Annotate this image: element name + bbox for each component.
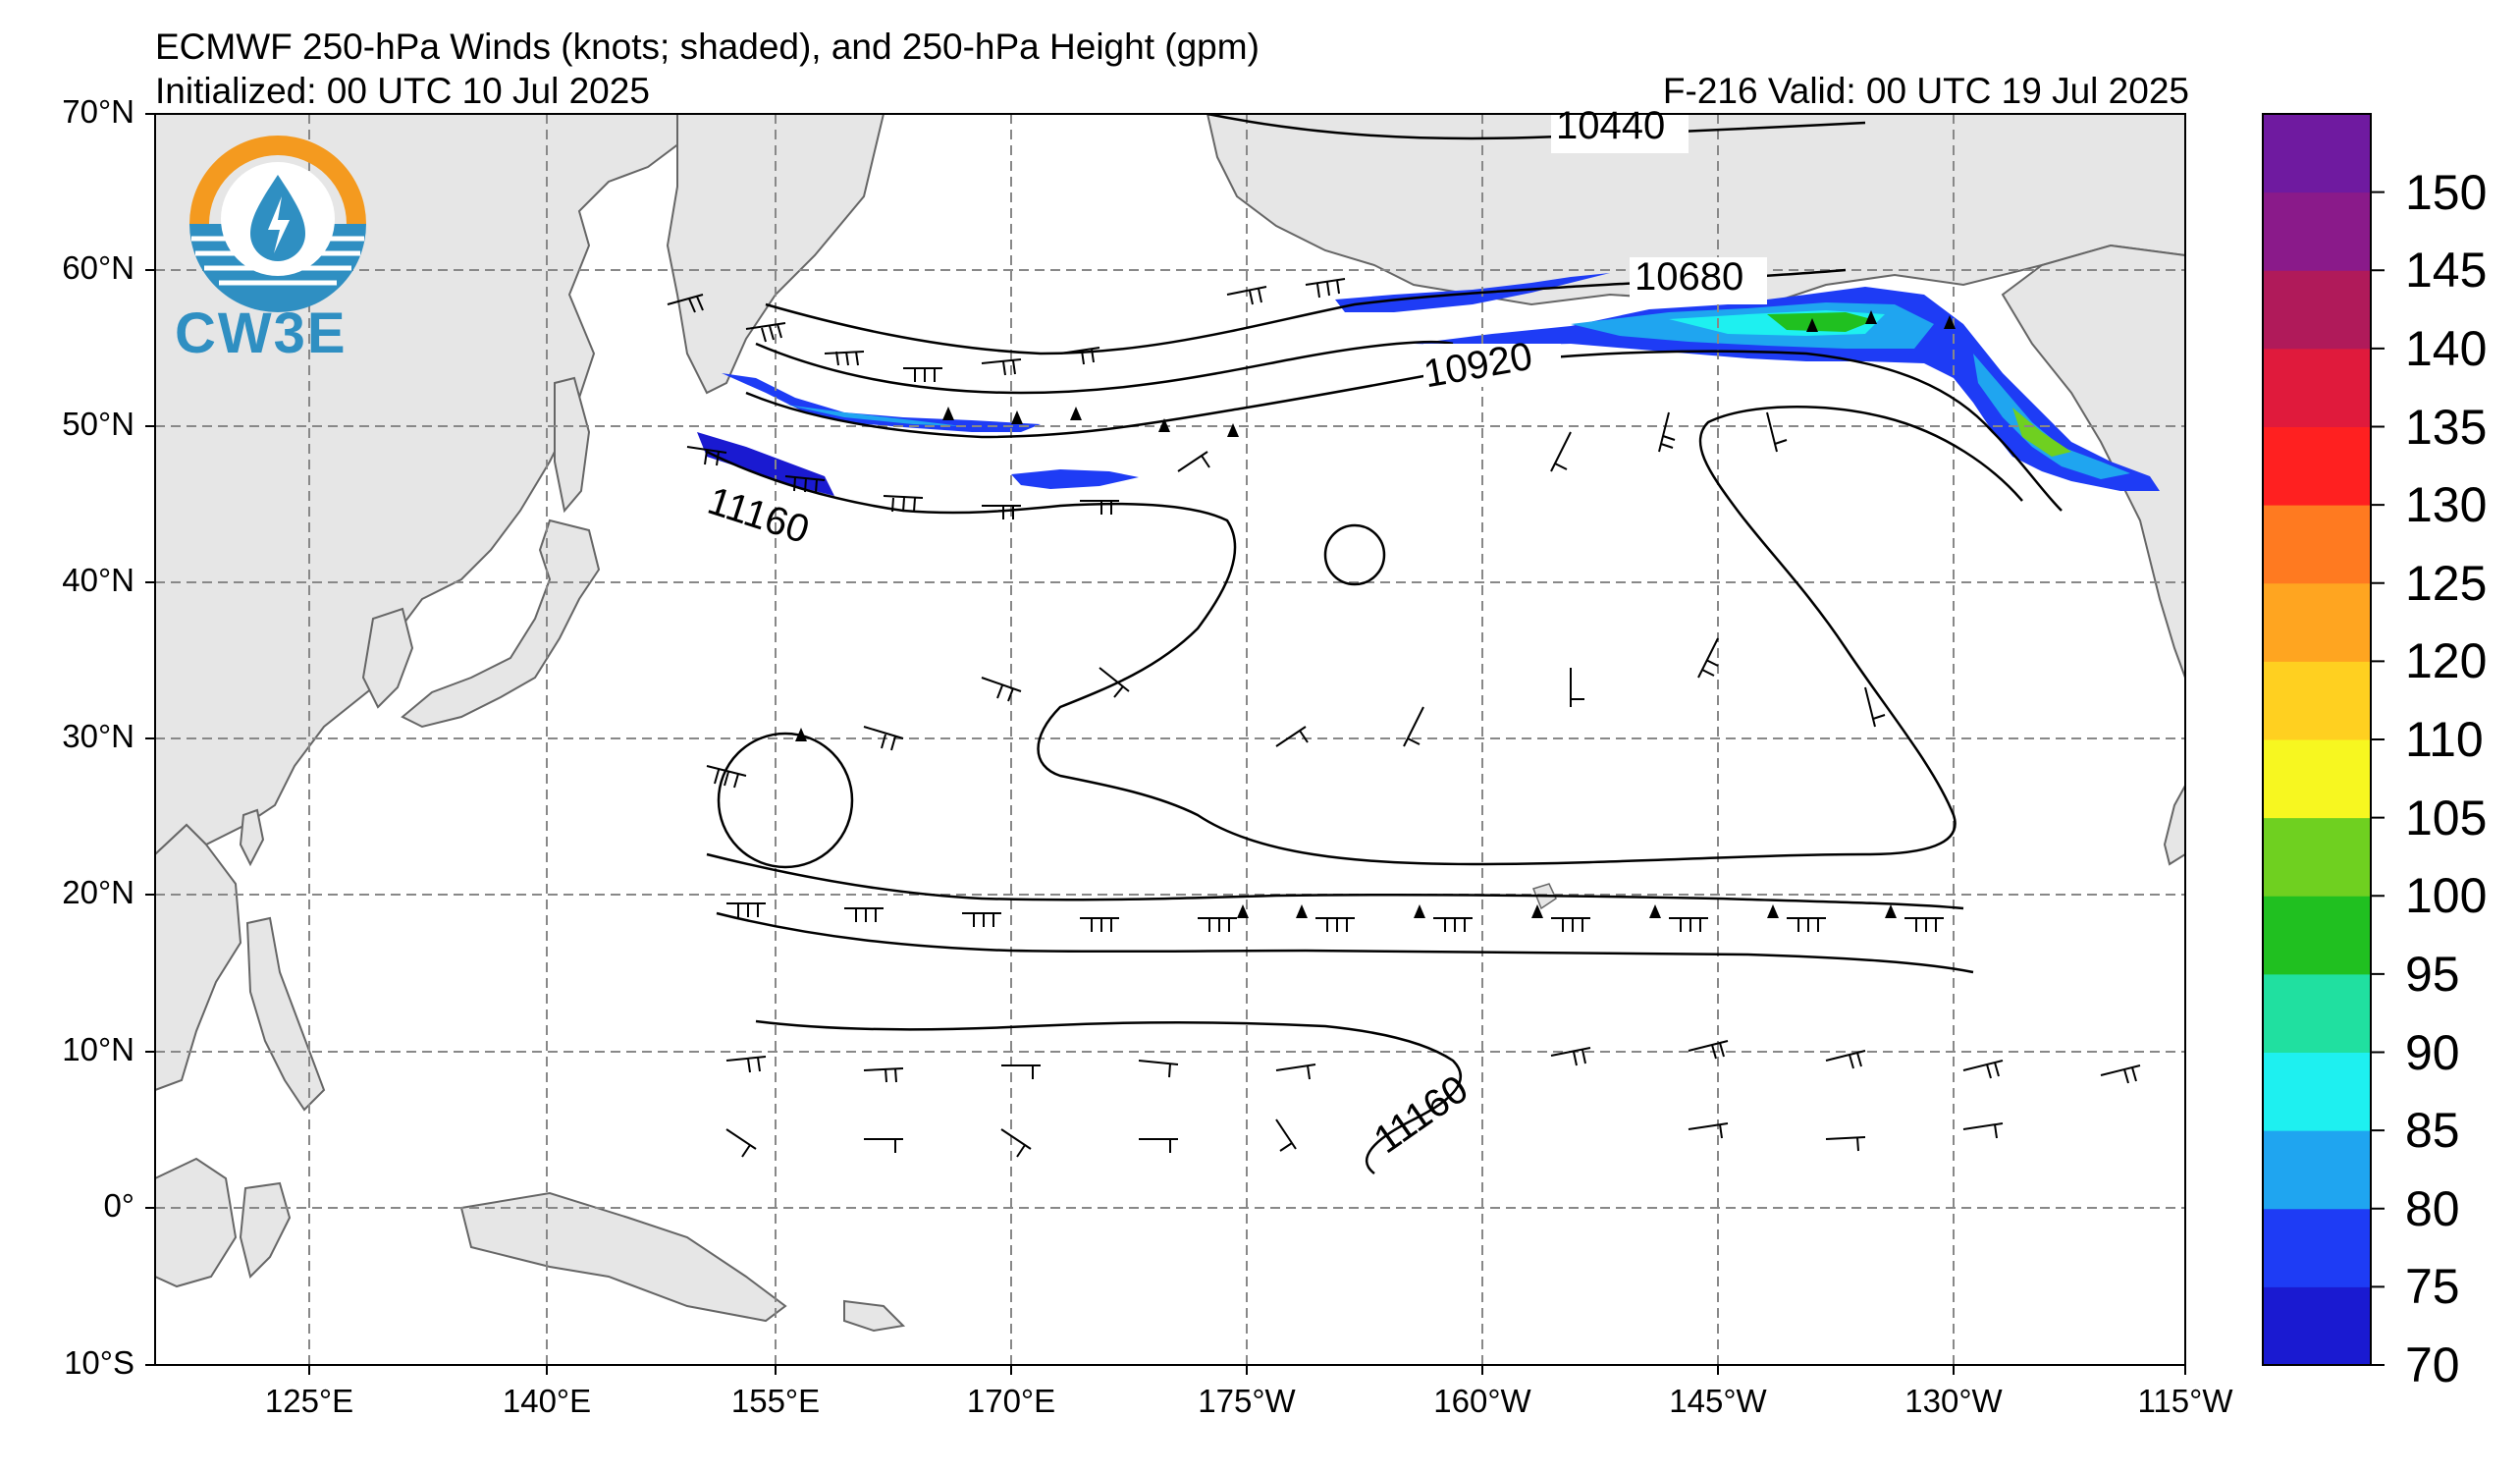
colorbar-tick-label: 120 bbox=[2405, 633, 2488, 689]
colorbar-swatch bbox=[2263, 1130, 2371, 1210]
sakhalin-land bbox=[554, 376, 591, 514]
jet-main-band bbox=[1414, 287, 2160, 491]
colorbar-tick-label: 105 bbox=[2405, 790, 2488, 846]
lon-label-130w: 130°W bbox=[1904, 1383, 2003, 1419]
colorbar-tick-label: 135 bbox=[2405, 399, 2488, 455]
colorbar bbox=[2263, 114, 2385, 1366]
colorbar-swatch bbox=[2263, 973, 2371, 1053]
jet-south-mid bbox=[1011, 469, 1139, 489]
colorbar-swatch bbox=[2263, 582, 2371, 662]
contour-band-20n bbox=[706, 852, 1964, 910]
lon-label-145w: 145°W bbox=[1669, 1383, 1767, 1419]
map-title: ECMWF 250-hPa Winds (knots; shaded), and… bbox=[155, 27, 1260, 67]
solomon-islands bbox=[843, 1299, 906, 1333]
contour-low-circle-b bbox=[717, 732, 854, 869]
lon-label-155e: 155°E bbox=[730, 1383, 821, 1419]
colorbar-tick-label: 140 bbox=[2405, 320, 2488, 376]
baja-land bbox=[2163, 785, 2185, 866]
sulawesi-land bbox=[239, 1181, 292, 1279]
lat-label-10n: 10°N bbox=[62, 1031, 134, 1067]
colorbar-swatch bbox=[2263, 1052, 2371, 1131]
barb-row-20n bbox=[726, 902, 1944, 932]
colorbar-tick-label: 100 bbox=[2405, 868, 2488, 924]
barb-row-50n bbox=[686, 411, 1788, 519]
kamchatka-land bbox=[666, 114, 885, 395]
colorbar-swatch bbox=[2263, 191, 2371, 271]
colorbar-tick-label: 95 bbox=[2405, 946, 2460, 1002]
japan-land bbox=[401, 518, 601, 729]
contour-label-boxes bbox=[1423, 108, 1767, 387]
new-guinea-land bbox=[459, 1191, 787, 1323]
colorbar-swatch bbox=[2263, 896, 2371, 975]
lon-label-140e: 140°E bbox=[502, 1383, 592, 1419]
colorbar-tick-label: 70 bbox=[2405, 1337, 2460, 1392]
lat-label-10s: 10°S bbox=[64, 1344, 134, 1381]
colorbar-swatch bbox=[2263, 1208, 2371, 1287]
colorbar-tick-label: 150 bbox=[2405, 164, 2488, 220]
korea-land bbox=[361, 607, 414, 709]
contour-label-10440: 10440 bbox=[1556, 104, 1666, 147]
lat-label-20n: 20°N bbox=[62, 874, 134, 910]
contour-label-10680: 10680 bbox=[1635, 255, 1744, 299]
valid-time: F-216 Valid: 00 UTC 19 Jul 2025 bbox=[1662, 71, 2189, 111]
colorbar-swatch bbox=[2263, 505, 2371, 584]
cw3e-logo bbox=[189, 136, 366, 312]
lat-label-40n: 40°N bbox=[62, 562, 134, 598]
wind-pennants bbox=[795, 310, 1956, 918]
lat-label-50n: 50°N bbox=[62, 406, 134, 442]
borneo-land bbox=[155, 1157, 238, 1288]
lon-label-170e: 170°E bbox=[966, 1383, 1056, 1419]
lon-label-160w: 160°W bbox=[1433, 1383, 1531, 1419]
colorbar-swatch bbox=[2263, 348, 2371, 427]
lat-label-70n: 70°N bbox=[62, 93, 134, 130]
colorbar-swatch bbox=[2263, 1286, 2371, 1366]
logo-text: CW3E bbox=[175, 301, 348, 365]
contour-10440 bbox=[1206, 114, 1866, 140]
x-ticks bbox=[308, 1365, 2186, 1375]
colorbar-swatch bbox=[2263, 114, 2371, 193]
contour-band-15n bbox=[716, 911, 1974, 974]
colorbar-tick-label: 80 bbox=[2405, 1180, 2460, 1236]
colorbar-swatch bbox=[2263, 270, 2371, 350]
jet-south-west bbox=[697, 432, 834, 496]
lat-label-60n: 60°N bbox=[62, 249, 134, 286]
taiwan-land bbox=[239, 808, 265, 867]
colorbar-swatch bbox=[2263, 426, 2371, 506]
lon-label-175w: 175°W bbox=[1198, 1383, 1296, 1419]
colorbar-tick-label: 75 bbox=[2405, 1259, 2460, 1315]
jet-coast-green bbox=[2012, 408, 2071, 457]
contour-11160-south bbox=[755, 1019, 1463, 1174]
colorbar-tick-label: 110 bbox=[2405, 712, 2484, 767]
lat-label-30n: 30°N bbox=[62, 718, 134, 754]
barb-row-30n bbox=[706, 637, 1886, 789]
barb-row-5n bbox=[725, 1118, 2004, 1158]
colorbar-tick-label: 125 bbox=[2405, 555, 2488, 611]
jet-main-green bbox=[1767, 312, 1875, 332]
contour-11160-west bbox=[706, 406, 2023, 866]
seasia-land bbox=[155, 823, 242, 1092]
colorbar-frame bbox=[2262, 113, 2372, 1366]
logo-orange-arc bbox=[189, 136, 366, 224]
y-ticks bbox=[145, 113, 155, 1366]
colorbar-swatch bbox=[2263, 817, 2371, 897]
colorbar-swatch bbox=[2263, 661, 2371, 740]
init-time: Initialized: 00 UTC 10 Jul 2025 bbox=[155, 71, 650, 111]
contour-10680-b bbox=[755, 340, 1454, 395]
colorbar-tick-label: 85 bbox=[2405, 1103, 2460, 1159]
colorbar-tick-label: 90 bbox=[2405, 1024, 2460, 1080]
graticule bbox=[155, 114, 2185, 1365]
lat-label-0: 0° bbox=[103, 1187, 134, 1224]
barb-row-60n bbox=[667, 278, 1346, 382]
lightning-icon bbox=[268, 196, 290, 253]
lon-label-125e: 125°E bbox=[264, 1383, 354, 1419]
colorbar-tick-label: 130 bbox=[2405, 477, 2488, 533]
lon-label-115w: 115°W bbox=[2137, 1383, 2233, 1419]
barb-row-10n bbox=[725, 1040, 2141, 1084]
colorbar-swatch bbox=[2263, 739, 2371, 819]
wind-barbs bbox=[667, 278, 2141, 1158]
contour-low-circle-a bbox=[1323, 523, 1386, 586]
colorbar-tick-label: 145 bbox=[2405, 243, 2488, 299]
philippines-land bbox=[245, 916, 326, 1112]
